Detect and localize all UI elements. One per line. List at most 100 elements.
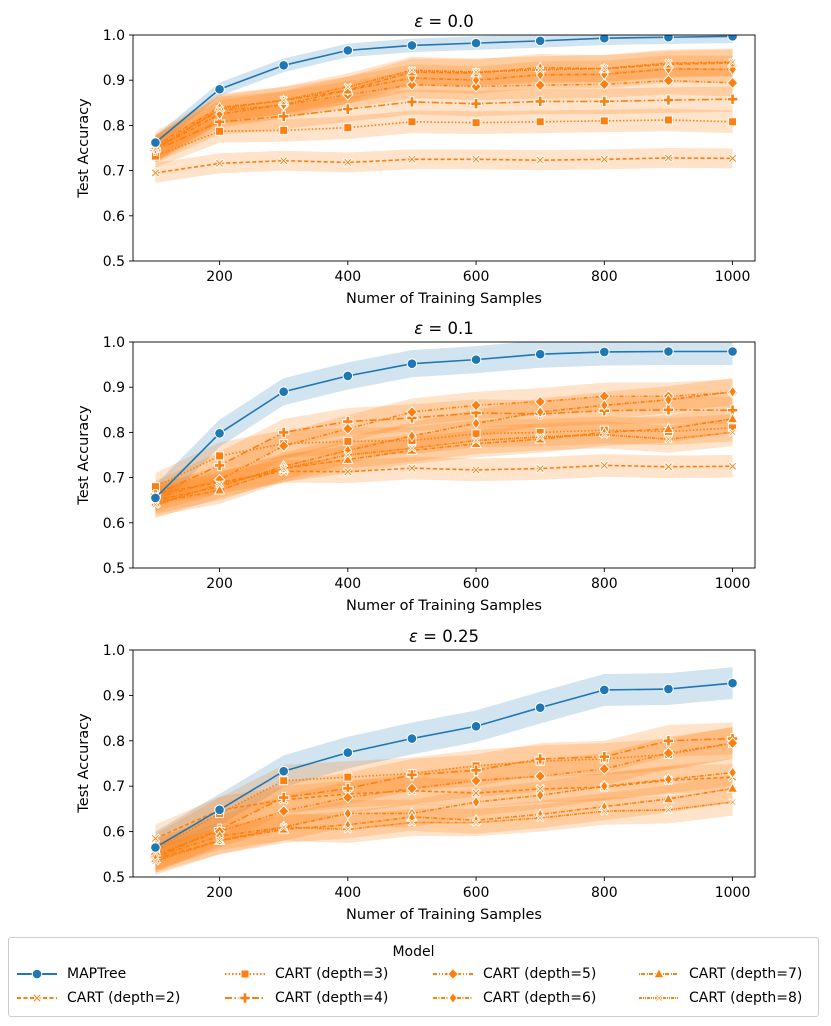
point-maptree: [599, 684, 610, 696]
legend-swatch: [225, 969, 265, 979]
point-cart-depth-5: [598, 762, 611, 776]
line-cart-depth-7: [155, 62, 733, 147]
point-cart-depth-6: [728, 385, 737, 398]
x-tick-label: 1000: [715, 269, 751, 285]
band-cart-depth-5-: [155, 67, 733, 162]
line-cart-depth-5: [155, 742, 733, 856]
point-cart-depth-8: [600, 806, 609, 816]
point-cart-depth-7: [213, 484, 226, 495]
point-cart-depth-8: [535, 813, 545, 823]
x-tick-label: 200: [206, 269, 233, 285]
point-cart-depth-2: [214, 158, 225, 169]
point-cart-depth-4: [342, 103, 354, 115]
band-cart-depth-7-: [155, 774, 733, 873]
band-cart-depth-2-: [155, 763, 733, 853]
legend-marker: [240, 969, 250, 979]
legend-entry: CART (depth=2): [15, 988, 180, 1008]
title-symbol: ε: [414, 12, 423, 31]
point-cart-depth-8: [664, 434, 673, 444]
y-axis-label: Test Accuracy: [76, 405, 92, 506]
x-tick-label: 800: [591, 269, 618, 285]
legend-swatch: [433, 967, 473, 981]
point-maptree: [342, 45, 354, 56]
point-cart-depth-3: [728, 117, 738, 127]
legend-marker: [239, 992, 251, 1004]
point-cart-depth-2: [150, 833, 161, 844]
point-cart-depth-5: [726, 736, 739, 750]
legend-title: Model: [392, 944, 435, 960]
y-tick-label: 0.6: [103, 825, 125, 841]
plot-area: [149, 35, 739, 183]
point-maptree: [663, 683, 674, 695]
point-maptree: [599, 346, 610, 358]
point-cart-depth-8: [343, 82, 353, 92]
point-cart-depth-2: [535, 155, 546, 166]
x-axis-label: Numer of Training Samples: [346, 598, 542, 614]
legend-entry: CART (depth=8): [637, 988, 802, 1008]
point-cart-depth-4: [470, 407, 482, 419]
point-cart-depth-4: [406, 769, 418, 781]
line-cart-depth-5: [155, 79, 733, 149]
plot-area: [149, 667, 739, 875]
point-cart-depth-8: [664, 58, 673, 68]
axes-frame: [132, 341, 756, 569]
point-cart-depth-5: [598, 78, 611, 91]
panel-epsilon-0.1: ε = 0.1 Numer of Training Samples Test A…: [76, 319, 756, 614]
point-cart-depth-5: [470, 774, 482, 787]
x-tick-label: 400: [334, 269, 361, 285]
line-cart-depth-7: [155, 787, 733, 860]
legend-label: MAPTree: [67, 966, 127, 982]
point-cart-depth-3: [215, 126, 225, 136]
band-cart-depth-8-: [155, 788, 733, 875]
legend-swatch: [17, 993, 57, 1003]
legend-label: CART (depth=5): [483, 966, 597, 982]
point-cart-depth-6: [599, 779, 609, 793]
title-rest: = 0.25: [418, 627, 479, 646]
y-tick-label: 0.5: [103, 561, 125, 577]
band-cart-depth-8-: [155, 48, 733, 163]
point-maptree: [406, 40, 418, 51]
y-axis-label: Test Accuracy: [76, 713, 92, 814]
point-maptree: [470, 37, 482, 49]
point-cart-depth-4: [662, 404, 675, 416]
line-cart-depth-8: [155, 431, 733, 506]
y-tick-label: 0.7: [103, 164, 125, 180]
series-cart-depth-8: [151, 428, 737, 510]
y-tick-label: 0.8: [103, 734, 125, 750]
x-tick-label: 400: [334, 885, 361, 901]
point-cart-depth-5: [534, 79, 547, 92]
band-cart-depth-4-: [155, 86, 733, 163]
line-cart-depth-4: [155, 408, 733, 496]
point-cart-depth-4: [726, 93, 739, 105]
legend-entry: CART (depth=6): [431, 988, 596, 1008]
y-tick-label: 0.6: [103, 516, 125, 532]
x-tick-label: 600: [463, 576, 490, 592]
y-tick-label: 0.8: [103, 425, 125, 441]
legend-entry: CART (depth=3): [223, 964, 388, 984]
band-cart-depth-3-: [155, 108, 733, 168]
point-maptree: [727, 346, 738, 357]
point-cart-depth-8: [728, 797, 737, 807]
point-cart-depth-4: [662, 94, 675, 106]
point-maptree: [727, 677, 738, 689]
band-cart-depth-6-: [155, 758, 733, 871]
point-cart-depth-8: [215, 104, 224, 114]
point-cart-depth-2: [150, 167, 161, 178]
legend-swatch: [639, 993, 679, 1003]
series-cart-depth-8: [151, 797, 737, 866]
point-cart-depth-3: [343, 772, 353, 782]
point-cart-depth-2: [471, 154, 481, 165]
line-cart-depth-2: [155, 776, 733, 840]
point-maptree: [214, 428, 225, 439]
point-cart-depth-5: [406, 78, 418, 91]
point-cart-depth-2: [278, 155, 289, 166]
x-axis-label: Numer of Training Samples: [346, 907, 542, 923]
line-cart-depth-4: [155, 98, 733, 151]
point-cart-depth-3: [279, 776, 289, 786]
point-cart-depth-6: [664, 393, 673, 407]
figure-canvas: ε = 0.0 Numer of Training Samples Test A…: [76, 12, 756, 923]
band-cart-depth-7-: [155, 49, 733, 160]
band-maptree: [155, 667, 733, 864]
point-cart-depth-7: [726, 782, 739, 793]
band-cart-depth-3-: [155, 727, 733, 866]
